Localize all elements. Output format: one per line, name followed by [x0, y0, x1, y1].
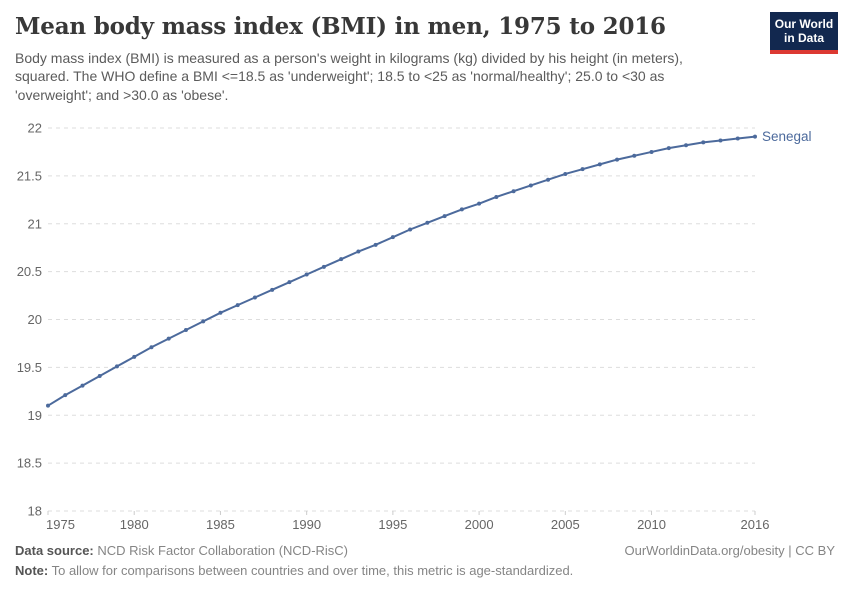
data-point [63, 393, 68, 398]
data-point [477, 201, 482, 206]
x-axis-label: 2000 [465, 517, 494, 532]
y-axis-label: 21.5 [17, 168, 42, 183]
data-point [597, 162, 602, 167]
y-axis-label: 19 [28, 408, 42, 423]
data-point [132, 354, 137, 359]
page-title: Mean body mass index (BMI) in men, 1975 … [15, 13, 666, 40]
data-point [270, 287, 275, 292]
data-point [511, 189, 516, 194]
x-axis-label: 1975 [46, 517, 75, 532]
data-point [218, 310, 223, 315]
owid-logo-line1: Our World [774, 17, 834, 31]
y-axis-label: 21 [28, 216, 42, 231]
data-point [80, 383, 85, 388]
data-point [580, 167, 585, 172]
x-axis-label: 1980 [120, 517, 149, 532]
data-point [494, 194, 499, 199]
data-point [235, 303, 240, 308]
data-point [735, 136, 740, 141]
data-point [528, 183, 533, 188]
x-axis-label: 1990 [292, 517, 321, 532]
data-source-text: Data source: NCD Risk Factor Collaborati… [15, 543, 348, 558]
x-axis-label: 1985 [206, 517, 235, 532]
data-point [46, 403, 50, 408]
data-point [459, 207, 464, 212]
x-axis-label: 2010 [637, 517, 666, 532]
chart-subtitle: Body mass index (BMI) is measured as a p… [15, 49, 760, 105]
data-point [166, 336, 171, 341]
data-point [666, 146, 671, 151]
data-point [718, 138, 723, 143]
data-point [356, 249, 361, 254]
owid-logo: Our World in Data [770, 12, 838, 54]
data-point [546, 177, 551, 182]
data-point [632, 153, 637, 158]
data-point [321, 264, 326, 269]
data-point [684, 143, 689, 148]
y-axis-label: 22 [28, 121, 42, 136]
subtitle-line: 'overweight'; and >30.0 as 'obese'. [15, 86, 229, 103]
chart-footer: Data source: NCD Risk Factor Collaborati… [15, 543, 835, 578]
data-point [287, 280, 292, 285]
data-point [701, 140, 706, 145]
x-axis-label: 1995 [378, 517, 407, 532]
data-point [425, 220, 430, 225]
data-point [649, 149, 654, 154]
attribution-text: OurWorldinData.org/obesity | CC BY [624, 543, 836, 558]
bmi-line-chart: 18 18.5 19 19.5 20 20.5 21 21.5 22 1975 1980 1985 19… [17, 121, 812, 533]
data-point [97, 373, 102, 378]
data-point [183, 328, 188, 333]
data-point [390, 235, 395, 240]
footer-row-note: Note: To allow for comparisons between c… [15, 563, 835, 578]
data-point [373, 242, 378, 247]
data-point [149, 345, 154, 350]
subtitle-line: Body mass index (BMI) is measured as a p… [15, 49, 683, 66]
note-value: To allow for comparisons between countri… [48, 563, 574, 578]
data-point [114, 364, 119, 369]
chart-line-senegal [47, 135, 756, 407]
data-point [442, 214, 447, 219]
note-label: Note: [15, 563, 49, 578]
data-point [563, 171, 568, 176]
chart-header: Mean body mass index (BMI) in men, 1975 … [15, 13, 760, 104]
footer-row-source: Data source: NCD Risk Factor Collaborati… [15, 543, 835, 558]
data-source-value: NCD Risk Factor Collaboration (NCD-RisC) [93, 543, 349, 558]
data-point [201, 319, 206, 324]
data-point [615, 157, 620, 162]
data-point [304, 272, 309, 277]
data-point [339, 257, 344, 262]
data-point [408, 227, 413, 232]
subtitle-line: squared. The WHO define a BMI <=18.5 as … [15, 68, 665, 85]
series-label-senegal: Senegal [762, 129, 812, 144]
data-point [252, 295, 257, 300]
y-axis-label: 20 [28, 312, 42, 327]
data-source-label: Data source: [15, 543, 94, 558]
x-axis-label: 2005 [551, 517, 580, 532]
x-axis-label: 2016 [741, 517, 770, 532]
y-axis-label: 19.5 [17, 360, 42, 375]
y-axis-label: 20.5 [17, 264, 42, 279]
owid-logo-line2: in Data [783, 31, 824, 46]
y-axis-label: 18.5 [17, 456, 42, 471]
y-axis-label: 18 [28, 504, 42, 519]
data-point [753, 134, 757, 139]
